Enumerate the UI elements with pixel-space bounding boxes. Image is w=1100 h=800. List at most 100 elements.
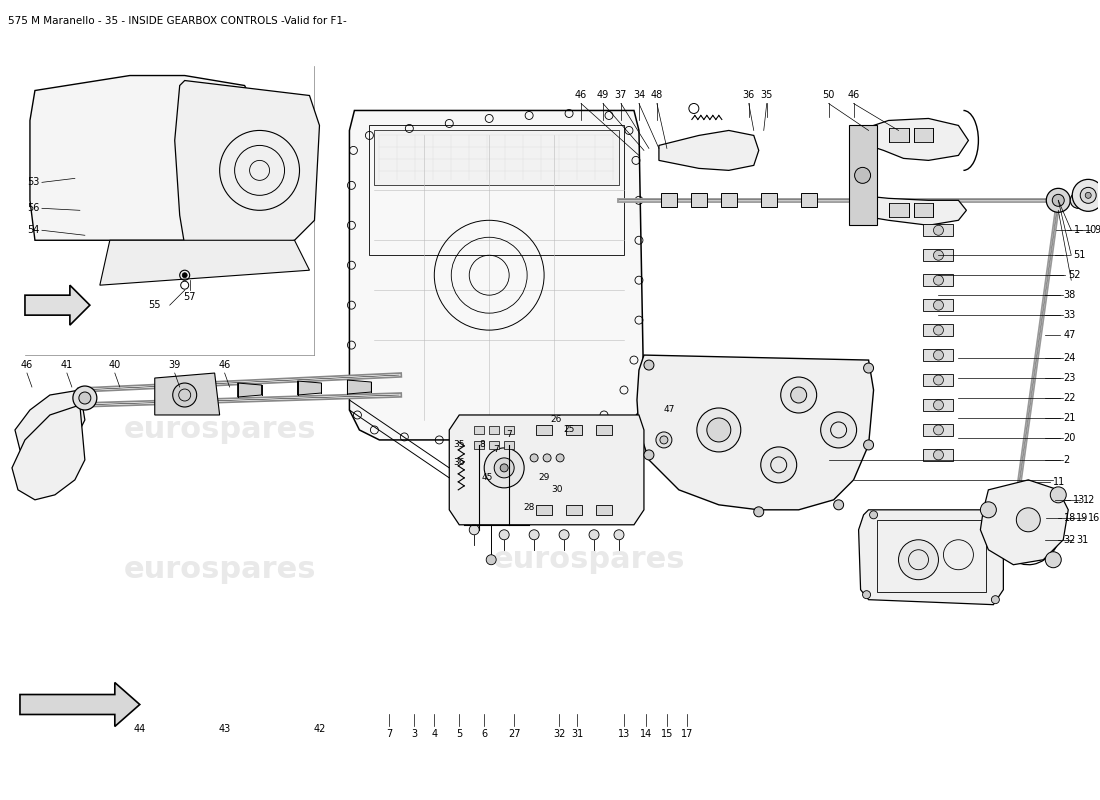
Polygon shape	[238, 383, 262, 397]
Polygon shape	[20, 682, 140, 726]
Circle shape	[991, 596, 1000, 604]
Text: 35: 35	[453, 441, 465, 450]
Text: 22: 22	[1064, 393, 1076, 403]
Text: 29: 29	[538, 474, 550, 482]
Circle shape	[1046, 188, 1070, 212]
Polygon shape	[913, 203, 934, 218]
Polygon shape	[504, 426, 514, 434]
Text: 17: 17	[681, 730, 693, 739]
Text: eurospares: eurospares	[603, 415, 795, 445]
Polygon shape	[12, 405, 85, 500]
Polygon shape	[924, 324, 954, 336]
Circle shape	[1086, 192, 1091, 198]
Polygon shape	[924, 424, 954, 436]
Text: 7: 7	[386, 730, 393, 739]
Polygon shape	[15, 390, 85, 460]
Polygon shape	[348, 380, 372, 394]
Text: 7: 7	[493, 446, 499, 454]
Circle shape	[588, 530, 600, 540]
Polygon shape	[596, 425, 612, 435]
Text: 36: 36	[453, 458, 465, 467]
Text: 13: 13	[618, 730, 630, 739]
Polygon shape	[913, 129, 934, 142]
Text: 9: 9	[1094, 226, 1100, 235]
Polygon shape	[924, 399, 954, 411]
Text: 47: 47	[1064, 330, 1076, 340]
Circle shape	[470, 525, 480, 534]
Polygon shape	[859, 195, 967, 226]
Circle shape	[934, 250, 944, 260]
Circle shape	[934, 400, 944, 410]
Text: 37: 37	[615, 90, 627, 101]
Text: 49: 49	[597, 90, 609, 101]
Circle shape	[781, 377, 816, 413]
Text: 6: 6	[481, 730, 487, 739]
Circle shape	[1072, 179, 1100, 211]
Polygon shape	[188, 385, 211, 399]
Text: 575 M Maranello - 35 - INSIDE GEARBOX CONTROLS -Valid for F1-: 575 M Maranello - 35 - INSIDE GEARBOX CO…	[8, 16, 346, 26]
Polygon shape	[801, 194, 816, 207]
Circle shape	[543, 454, 551, 462]
Text: 55: 55	[148, 300, 161, 310]
Text: 33: 33	[1064, 310, 1076, 320]
Text: 28: 28	[524, 503, 535, 512]
Circle shape	[1050, 487, 1066, 503]
Text: 47: 47	[663, 406, 674, 414]
Circle shape	[183, 273, 187, 278]
Text: 56: 56	[28, 203, 40, 214]
Circle shape	[557, 454, 564, 462]
Circle shape	[899, 540, 938, 580]
Text: 32: 32	[1064, 534, 1076, 545]
Text: 54: 54	[28, 226, 40, 235]
Text: 21: 21	[1064, 413, 1076, 423]
Circle shape	[614, 530, 624, 540]
Text: 42: 42	[314, 725, 326, 734]
Circle shape	[559, 530, 569, 540]
Polygon shape	[924, 449, 954, 461]
Circle shape	[934, 375, 944, 385]
Polygon shape	[297, 381, 321, 395]
Text: 46: 46	[847, 90, 860, 101]
Text: 34: 34	[632, 90, 645, 101]
Polygon shape	[924, 274, 954, 286]
Text: 41: 41	[60, 360, 73, 370]
Circle shape	[1070, 192, 1086, 208]
Circle shape	[660, 436, 668, 444]
Text: eurospares: eurospares	[123, 415, 316, 445]
Text: 11: 11	[1054, 477, 1066, 487]
Text: 38: 38	[1064, 290, 1076, 300]
Circle shape	[761, 447, 796, 483]
Polygon shape	[474, 426, 484, 434]
Polygon shape	[474, 441, 484, 449]
Circle shape	[644, 450, 653, 460]
Polygon shape	[25, 285, 90, 325]
Text: 53: 53	[28, 178, 40, 187]
Text: 1: 1	[1075, 226, 1080, 235]
Circle shape	[980, 502, 997, 518]
Circle shape	[484, 448, 524, 488]
Circle shape	[934, 450, 944, 460]
Text: 40: 40	[109, 360, 121, 370]
Polygon shape	[566, 425, 582, 435]
Text: 10: 10	[1086, 226, 1098, 235]
Circle shape	[862, 590, 870, 598]
Text: 48: 48	[651, 90, 663, 101]
Text: 19: 19	[1076, 513, 1089, 523]
Text: 57: 57	[184, 292, 196, 302]
Polygon shape	[659, 130, 759, 170]
Text: 23: 23	[1064, 373, 1076, 383]
Text: 46: 46	[575, 90, 587, 101]
Circle shape	[934, 226, 944, 235]
Circle shape	[864, 363, 873, 373]
Circle shape	[644, 360, 653, 370]
Polygon shape	[691, 194, 707, 207]
Circle shape	[529, 530, 539, 540]
Text: 2: 2	[1064, 455, 1069, 465]
Polygon shape	[980, 480, 1068, 565]
Circle shape	[1080, 187, 1097, 203]
Circle shape	[821, 412, 857, 448]
Circle shape	[486, 554, 496, 565]
Circle shape	[499, 530, 509, 540]
Polygon shape	[924, 224, 954, 236]
Circle shape	[834, 500, 844, 510]
